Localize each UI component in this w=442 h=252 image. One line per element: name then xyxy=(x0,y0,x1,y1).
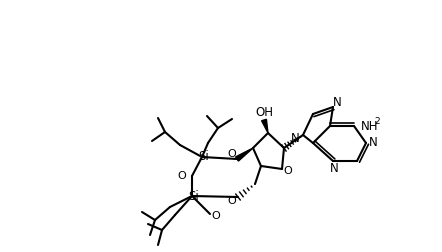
Text: N: N xyxy=(333,96,341,109)
Text: 2: 2 xyxy=(374,117,380,127)
Text: O: O xyxy=(228,149,236,159)
Polygon shape xyxy=(262,119,268,133)
Text: N: N xyxy=(369,137,377,149)
Text: O: O xyxy=(178,171,187,181)
Text: O: O xyxy=(228,196,236,206)
Text: O: O xyxy=(284,166,292,176)
Text: O: O xyxy=(212,211,221,221)
Text: N: N xyxy=(330,163,339,175)
Text: NH: NH xyxy=(361,119,378,133)
Text: N: N xyxy=(291,132,299,144)
Polygon shape xyxy=(236,148,253,161)
Text: Si: Si xyxy=(198,150,210,164)
Text: OH: OH xyxy=(255,107,273,119)
Text: Si: Si xyxy=(189,190,199,203)
